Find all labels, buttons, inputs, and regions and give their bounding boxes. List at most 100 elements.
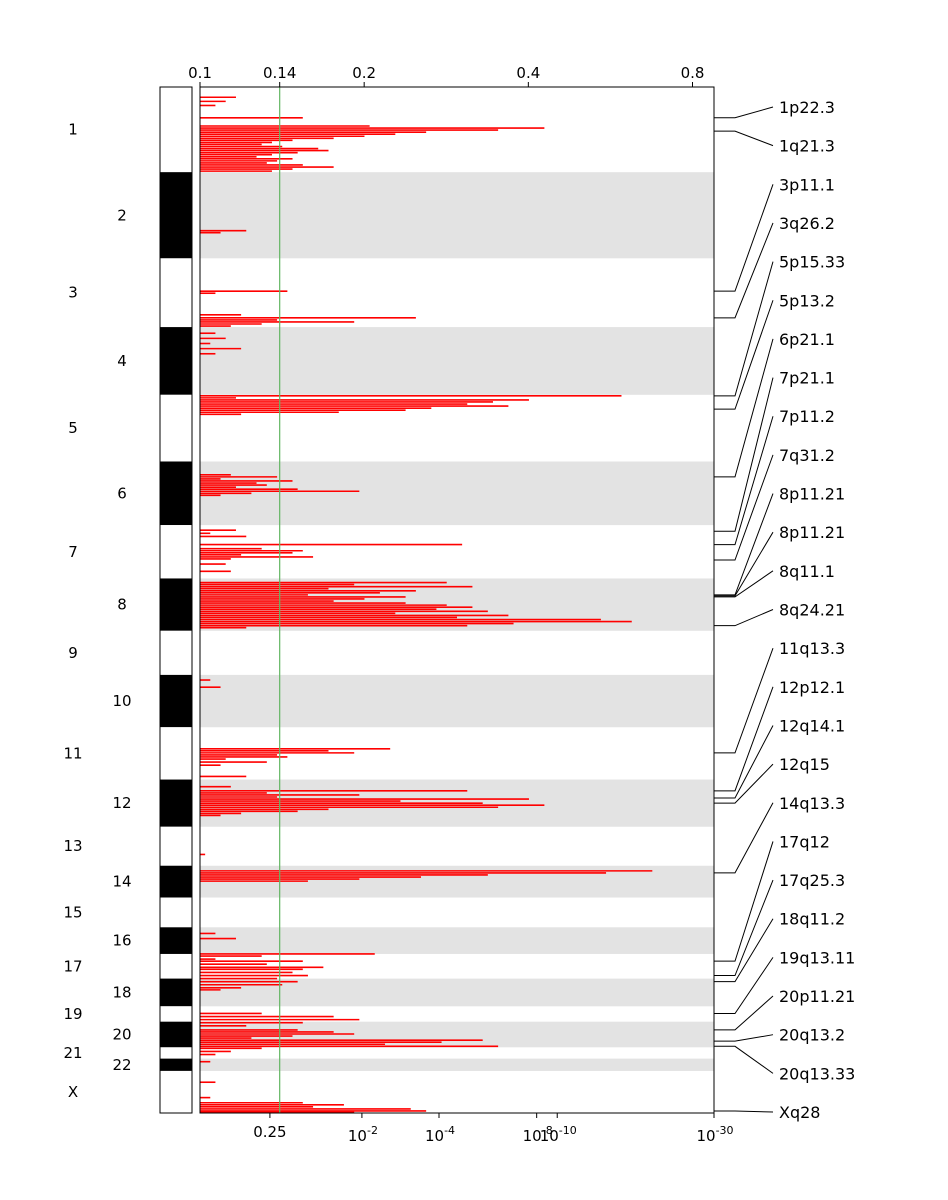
- ideogram-segment: [160, 897, 192, 928]
- tick-exponent: -10: [559, 1124, 577, 1137]
- ideogram-frame: [159, 86, 193, 1114]
- peak-leader-line: [714, 763, 774, 804]
- peak-leader-line: [714, 130, 774, 147]
- peak-leader-line: [714, 377, 774, 532]
- peak-label: 14q13.3: [779, 794, 845, 813]
- tick-exponent: -8: [542, 1124, 553, 1137]
- peak-label: 20q13.2: [779, 1026, 845, 1045]
- chromosome-label: 19: [63, 1005, 82, 1023]
- chromosome-band: [200, 327, 714, 395]
- peak-label: 17q25.3: [779, 871, 845, 890]
- peak-label: 20q13.33: [779, 1064, 855, 1083]
- peak-label: Xq28: [779, 1103, 820, 1122]
- peak-leader-line: [714, 879, 774, 977]
- plot-frame: [199, 86, 715, 1114]
- chromosome-label: 12: [112, 794, 131, 812]
- peak-leader-line: [714, 609, 774, 627]
- peak-leader-line: [714, 570, 774, 598]
- peak-leader-line: [714, 686, 774, 792]
- bottom-tick-label: 10-8: [523, 1124, 553, 1145]
- peak-leader-line: [714, 647, 774, 754]
- bottom-tick-label: 0.25: [253, 1123, 286, 1141]
- peak-label: 12q15: [779, 755, 830, 774]
- peak-labels: 1p22.3 1q21.3 3p11.1 3q26.2 5p15.33 5p13.2 6p2…: [714, 98, 855, 1122]
- peak-leader-line: [714, 802, 774, 874]
- chromosome-label: 18: [112, 983, 131, 1001]
- tick-base: 10: [540, 1127, 559, 1145]
- chromosome-label: 10: [112, 692, 131, 710]
- chromosome-label: 8: [117, 596, 127, 614]
- chromosome-label: 20: [112, 1026, 131, 1044]
- peak-label: 19q13.11: [779, 948, 855, 967]
- chromosome-label: 3: [68, 284, 78, 302]
- chromosome-band: [200, 674, 714, 728]
- chromosome-band: [200, 172, 714, 259]
- ideogram-segment: [160, 525, 192, 579]
- chromosome-band: [200, 927, 714, 954]
- ideogram-segment: [160, 674, 192, 728]
- peak-leader-line: [714, 1110, 774, 1113]
- ideogram-segment: [160, 978, 192, 1007]
- tick-base: 10: [696, 1127, 715, 1145]
- ideogram-segment: [160, 578, 192, 631]
- ideogram-segment: [160, 1058, 192, 1071]
- peak-leader-line: [714, 841, 774, 962]
- chromosome-label: 21: [63, 1044, 82, 1062]
- peak-label: 7p21.1: [779, 369, 835, 388]
- peak-label: 3p11.1: [779, 175, 835, 194]
- peak-label: 17q12: [779, 832, 830, 851]
- peak-label: 8q11.1: [779, 562, 835, 581]
- bottom-axis-ticks: 0.25 10-2 10-4 10-810-10 10-30: [253, 1113, 734, 1145]
- ideogram-segment: [160, 394, 192, 462]
- chromosome-label: 4: [117, 352, 127, 370]
- ideogram-segment: [160, 1047, 192, 1059]
- chromosome-label: 22: [112, 1056, 131, 1074]
- chromosome-band: [200, 1058, 714, 1071]
- chromosome-label: 9: [68, 644, 78, 662]
- bottom-tick-label: 10-30: [696, 1124, 733, 1145]
- peak-leader-line: [714, 416, 774, 546]
- tick-base: 10: [425, 1127, 444, 1145]
- chromosome-label: 7: [68, 543, 78, 561]
- top-axis-ticks: 0.1 0.14 0.2 0.4 0.8: [188, 64, 704, 87]
- peak-label: 8q24.21: [779, 601, 845, 620]
- bottom-tick-label: 10-10: [540, 1124, 577, 1145]
- top-tick-label: 0.1: [188, 64, 212, 82]
- bottom-tick-label: 10-2: [348, 1124, 378, 1145]
- bottom-tick-label: 10-4: [425, 1124, 455, 1145]
- chromosome-label: 14: [112, 873, 131, 891]
- tick-exponent: -30: [716, 1124, 734, 1137]
- ideogram-segment: [160, 1070, 192, 1113]
- peak-label: 18q11.2: [779, 910, 845, 929]
- tick-base: 10: [348, 1127, 367, 1145]
- peak-leader-line: [714, 1034, 774, 1042]
- top-tick-label: 0.4: [516, 64, 540, 82]
- peak-label: 6p21.1: [779, 330, 835, 349]
- peak-leader-line: [714, 106, 774, 119]
- ideogram-segment: [160, 87, 192, 173]
- peak-label: 5p15.33: [779, 253, 845, 272]
- peak-leader-line: [714, 725, 774, 799]
- chromosome-label: 11: [63, 744, 82, 762]
- ideogram-segment: [160, 953, 192, 979]
- chromosome-label: 1: [68, 121, 78, 139]
- peak-label: 5p13.2: [779, 291, 835, 310]
- chromosome-label: X: [68, 1083, 78, 1101]
- peak-label: 7q31.2: [779, 446, 835, 465]
- peak-leader-line: [714, 957, 774, 1014]
- peak-leader-line: [714, 261, 774, 397]
- chromosome-label: 17: [63, 957, 82, 975]
- peak-label: 8p11.21: [779, 485, 845, 504]
- chromosome-label: 6: [117, 484, 127, 502]
- ideogram-segment: [160, 461, 192, 526]
- chromosome-label: 15: [63, 903, 82, 921]
- peak-label: 1q21.3: [779, 137, 835, 156]
- data-segments: [200, 96, 653, 1113]
- top-tick-label: 0.8: [681, 64, 705, 82]
- peak-label: 12q14.1: [779, 716, 845, 735]
- ideogram-segment: [160, 826, 192, 866]
- ideogram-segment: [160, 172, 192, 259]
- tick-exponent: -4: [444, 1124, 455, 1137]
- peak-leader-line: [714, 184, 774, 292]
